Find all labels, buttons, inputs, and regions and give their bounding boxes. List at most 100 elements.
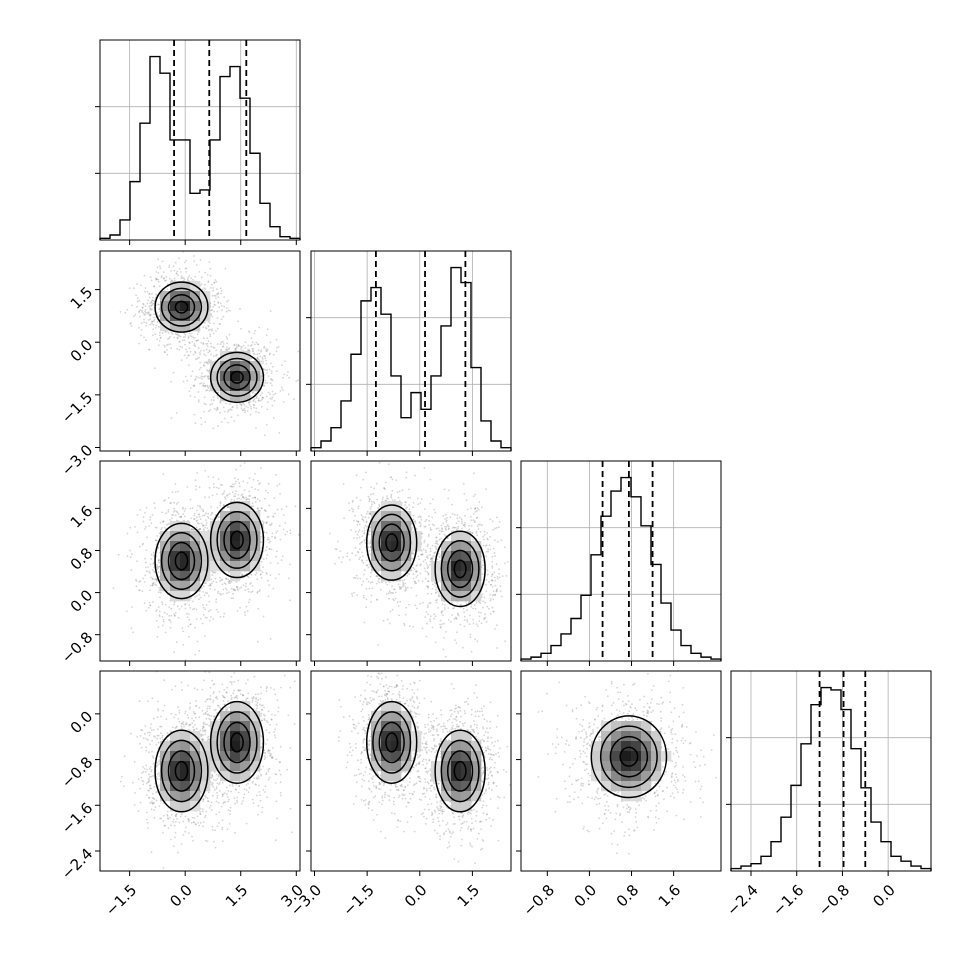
contours [590,715,668,799]
contour-level-3 [385,533,399,553]
contour-level-2 [223,721,251,764]
density-content [119,251,300,437]
x-tick-label: 0.8 [613,881,643,911]
contour-level-3 [174,551,189,571]
contour-level-3 [230,370,244,384]
contours [154,501,265,600]
density-content [337,671,511,865]
contour-level-2 [446,549,474,589]
y-tick-label: 0.0 [67,707,97,737]
panel-frame [99,250,301,452]
histogram-bars-2 [520,476,722,661]
y-tick-label: −0.8 [58,628,96,666]
contour-level-1 [440,739,480,803]
panel-frame [99,670,301,872]
sample-points [119,251,300,437]
x-tick-label: −0.8 [815,881,853,919]
density-panel-0-3 [95,670,301,876]
contour-level-0 [209,700,265,784]
contour-level-0 [365,504,418,581]
contour-level-3 [385,732,399,753]
contours [154,281,265,404]
x-tick-label: 1.5 [222,881,252,911]
contour-level-1 [160,287,203,327]
x-tick-label: −0.8 [520,881,558,919]
contours [365,504,486,608]
contour-level-0 [154,729,209,813]
contour-level-0 [209,351,265,404]
contour-level-0 [434,729,486,813]
y-tick-label: −3.0 [58,441,96,479]
panel-frame [310,250,512,452]
x-tick-label: 1.6 [655,881,685,911]
x-tick-label: 0.0 [869,881,899,911]
density-content [112,461,300,661]
panel-frame [520,670,722,872]
density-panel-1-2 [306,460,512,666]
panel-frame [310,460,512,662]
density-panel-1-3 [306,670,512,876]
contour-level-1 [160,739,203,803]
contour-level-2 [223,364,251,391]
x-tick-label: 0.0 [401,881,431,911]
density-content [537,672,717,855]
contour-level-2 [223,520,251,560]
y-tick-label: −2.4 [58,845,96,883]
density-grid [160,281,261,402]
contour-level-3 [453,559,467,579]
y-tick-label: −0.8 [58,753,96,791]
contour-level-1 [216,357,258,397]
contour-level-0 [365,700,418,784]
contour-level-2 [167,293,196,321]
sample-points [329,461,509,658]
contour-level-1 [599,725,658,789]
contour-level-2 [378,523,405,562]
histogram-panel-1 [306,250,512,456]
contour-level-1 [216,510,258,569]
x-tick-label: 1.5 [454,881,484,911]
panel-frame [310,670,512,872]
contour-level-3 [453,760,467,782]
contour-level-3 [174,760,189,782]
density-content [119,671,300,869]
contour-level-2 [167,750,196,792]
contour-level-1 [160,532,203,590]
histogram-bars-0 [99,55,301,240]
x-tick-label: 0.0 [166,881,196,911]
histogram-bars-3 [730,686,932,871]
y-tick-label: 0.8 [67,544,97,574]
contour-level-0 [590,715,668,799]
contour-level-0 [154,522,209,600]
y-tick-label: −1.6 [58,799,96,837]
panel-frame [99,39,301,241]
histogram-panel-0 [95,39,301,245]
x-tick-label: −1.5 [102,881,140,919]
contours [365,700,486,813]
contour-level-3 [230,530,244,550]
density-panel-0-2 [95,460,301,666]
y-tick-label: −1.5 [58,388,96,426]
contour-level-3 [619,746,639,767]
x-tick-label: −1.5 [339,881,377,919]
contour-level-2 [378,721,405,764]
contour-level-2 [446,750,474,792]
x-tick-label: 0.0 [571,881,601,911]
panel-frame [730,670,932,872]
histogram-panel-3 [726,670,932,876]
density-panel-0-1 [95,250,301,456]
contour-level-1 [372,711,412,774]
contour-level-2 [167,541,196,581]
contour-level-2 [609,735,649,778]
panel-frame [520,460,722,662]
density-panel-2-3 [516,670,722,876]
contour-level-1 [440,539,480,598]
contour-level-1 [216,711,258,774]
contour-level-0 [209,501,265,579]
contours [154,700,265,813]
sample-points [337,671,511,865]
density-content [329,461,509,658]
contour-level-0 [154,281,209,333]
histogram-bars-1 [310,266,512,451]
contour-level-3 [230,732,244,753]
